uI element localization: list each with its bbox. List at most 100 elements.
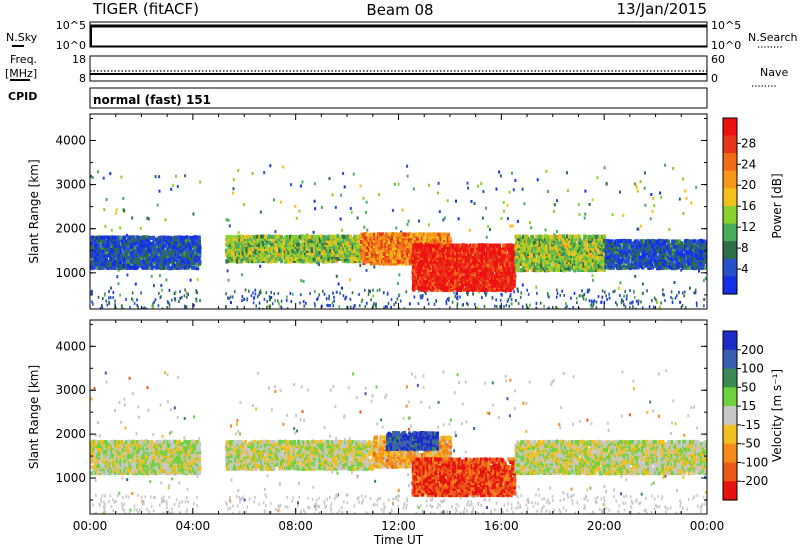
ground-scatter <box>565 302 567 306</box>
echo-cell <box>475 266 479 271</box>
echo-cell <box>454 261 458 266</box>
echo-cell <box>197 255 201 260</box>
echo-cell <box>90 243 94 248</box>
echo-cell <box>196 266 200 271</box>
echo-cell <box>499 268 503 273</box>
speckle <box>334 205 337 209</box>
speckle <box>391 208 394 212</box>
ground-scatter <box>339 291 341 295</box>
echo-cell <box>358 259 362 264</box>
echo-cell <box>479 245 483 250</box>
echo-cell <box>584 242 588 247</box>
echo-cell <box>589 254 593 259</box>
echo-cell <box>153 245 157 250</box>
echo-cell <box>505 272 509 277</box>
echo-cell <box>143 235 147 240</box>
echo-cell <box>230 238 234 243</box>
ground-scatter <box>314 290 316 293</box>
echo-cell <box>387 255 391 260</box>
speckle <box>523 202 526 206</box>
echo-cell <box>600 237 604 241</box>
ground-scatter <box>474 302 476 306</box>
echo-cell <box>164 256 168 261</box>
echo-cell <box>481 261 485 266</box>
ground-scatter <box>269 304 271 308</box>
ground-scatter <box>184 288 186 292</box>
echo-cell <box>593 252 597 257</box>
echo-cell <box>433 232 437 237</box>
echo-cell <box>248 238 252 243</box>
echo-cell <box>634 249 638 254</box>
echo-cell <box>512 255 516 260</box>
speckle <box>341 228 343 232</box>
echo-cell <box>439 247 443 252</box>
echo-cell <box>417 234 421 239</box>
echo-cell <box>434 284 438 289</box>
speckle <box>633 182 636 186</box>
ground-scatter <box>398 293 401 297</box>
echo-cell <box>260 255 264 260</box>
ground-scatter <box>255 304 257 308</box>
echo-cell <box>573 260 577 264</box>
speckle <box>521 283 524 287</box>
cpid-label: CPID <box>8 90 37 103</box>
echo-cell <box>197 235 201 240</box>
echo-cell <box>303 235 307 239</box>
speckle <box>696 239 699 243</box>
echo-cell <box>459 262 463 267</box>
echo-cell <box>272 242 276 247</box>
echo-cell <box>119 249 123 254</box>
echo-cell <box>107 249 111 254</box>
echo-cell <box>558 252 562 257</box>
echo-cell <box>525 258 529 263</box>
speckle <box>631 301 633 305</box>
echo-cell <box>481 265 485 270</box>
echo-cell <box>117 247 121 252</box>
echo-cell <box>236 259 240 264</box>
echo-cell <box>441 283 445 288</box>
echo-cell <box>549 238 553 243</box>
echo-cell <box>247 237 251 242</box>
echo-cell <box>536 236 540 241</box>
echo-cell <box>369 257 373 262</box>
speckle <box>312 230 315 234</box>
echo-cell <box>472 288 476 293</box>
ground-scatter <box>225 292 227 296</box>
echo-cell <box>488 273 492 278</box>
ground-scatter <box>425 292 427 296</box>
echo-cell <box>639 264 643 269</box>
ground-scatter <box>559 293 561 297</box>
echo-cell <box>396 259 400 264</box>
echo-cell <box>617 266 621 271</box>
echo-cell <box>336 236 340 241</box>
speckle <box>652 197 655 201</box>
echo-cell <box>301 241 305 246</box>
echo-cell <box>185 235 189 240</box>
echo-cell <box>492 251 496 256</box>
echo-cell <box>161 246 165 250</box>
echo-cell <box>245 251 249 255</box>
echo-cell <box>538 234 542 239</box>
ground-scatter <box>576 296 578 300</box>
echo-cell <box>388 261 392 266</box>
echo-cell <box>271 259 275 264</box>
ground-scatter <box>233 290 236 294</box>
speckle <box>485 235 488 239</box>
echo-cell <box>637 261 641 266</box>
ground-scatter <box>695 301 698 305</box>
ground-scatter <box>588 288 591 292</box>
echo-cell <box>498 283 502 288</box>
echo-cell <box>474 251 478 256</box>
ground-scatter <box>174 298 177 302</box>
ground-scatter <box>99 306 102 309</box>
echo-cell <box>589 246 593 251</box>
echo-cell <box>367 242 372 247</box>
ground-scatter <box>451 300 454 304</box>
echo-cell <box>310 259 314 264</box>
echo-cell <box>300 247 304 251</box>
ground-scatter <box>270 290 272 294</box>
speckle <box>266 304 269 308</box>
ground-scatter <box>582 297 585 301</box>
echo-cell <box>622 266 627 270</box>
echo-cell <box>195 245 199 250</box>
